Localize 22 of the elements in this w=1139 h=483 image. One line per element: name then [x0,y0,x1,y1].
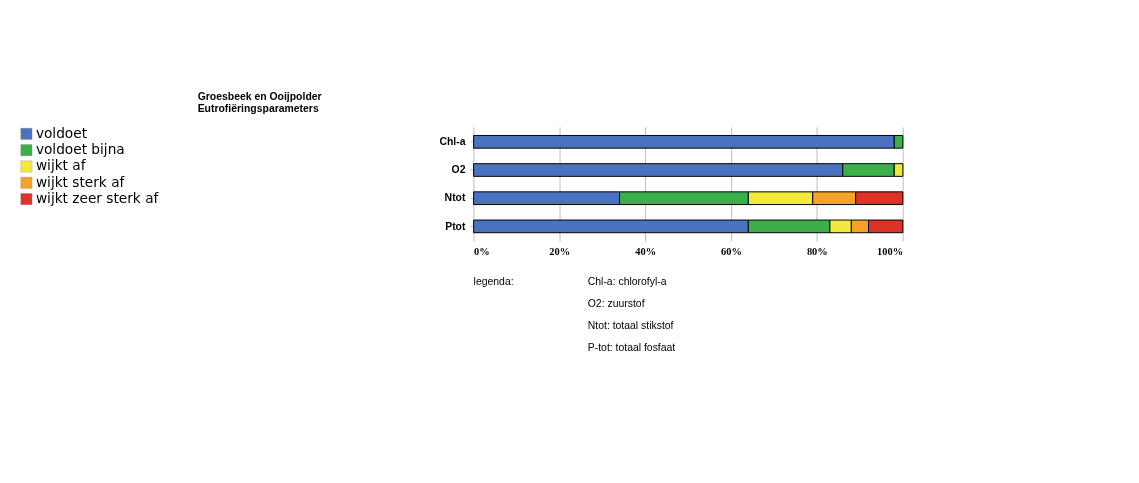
text: Ntot: totaal stikstof [587,320,674,332]
y-tick-label: Chl-a [439,136,466,148]
text: Groesbeek en Ooijpolder [197,91,322,103]
legend-label: voldoet [35,124,88,141]
legend-label: wijkt af [35,157,87,174]
text: Chl-a: chlorofyl-a [587,275,667,287]
x-tick-label: 40% [635,246,657,258]
legend-label: wijkt zeer sterk af [35,190,160,207]
x-tick-label: 100% [877,246,904,258]
y-tick-label: Ntot [444,192,466,204]
x-tick-label: 20% [549,246,571,258]
x-tick-label: 80% [806,246,828,258]
y-tick-label: Ptot [445,220,466,232]
legend-label: voldoet bijna [35,141,125,158]
text: P-tot: totaal fosfaat [587,342,676,354]
text: Eutrofiëringsparameters [197,103,319,115]
text: legenda: [473,275,514,287]
y-tick-label: O2 [451,164,466,176]
x-tick-label: 60% [721,246,742,258]
text: O2: zuurstof [587,298,645,310]
x-tick-label: 0% [473,246,490,258]
legend-label: wijkt sterk af [35,173,126,190]
